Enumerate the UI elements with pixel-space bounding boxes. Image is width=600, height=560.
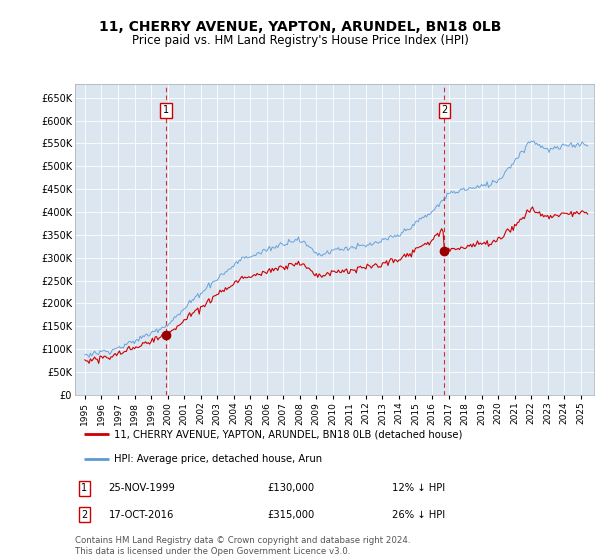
- Text: 1: 1: [81, 483, 88, 493]
- Text: 12% ↓ HPI: 12% ↓ HPI: [392, 483, 445, 493]
- Text: Contains HM Land Registry data © Crown copyright and database right 2024.
This d: Contains HM Land Registry data © Crown c…: [75, 536, 410, 556]
- Text: £315,000: £315,000: [267, 510, 314, 520]
- Text: 25-NOV-1999: 25-NOV-1999: [109, 483, 176, 493]
- Text: 26% ↓ HPI: 26% ↓ HPI: [392, 510, 445, 520]
- Text: 1: 1: [163, 105, 169, 115]
- Text: 17-OCT-2016: 17-OCT-2016: [109, 510, 174, 520]
- Text: 2: 2: [81, 510, 88, 520]
- Text: 2: 2: [441, 105, 448, 115]
- Text: £130,000: £130,000: [267, 483, 314, 493]
- Text: 11, CHERRY AVENUE, YAPTON, ARUNDEL, BN18 0LB: 11, CHERRY AVENUE, YAPTON, ARUNDEL, BN18…: [99, 20, 501, 34]
- Text: HPI: Average price, detached house, Arun: HPI: Average price, detached house, Arun: [114, 454, 322, 464]
- Text: Price paid vs. HM Land Registry's House Price Index (HPI): Price paid vs. HM Land Registry's House …: [131, 34, 469, 46]
- Text: 11, CHERRY AVENUE, YAPTON, ARUNDEL, BN18 0LB (detached house): 11, CHERRY AVENUE, YAPTON, ARUNDEL, BN18…: [114, 430, 463, 440]
